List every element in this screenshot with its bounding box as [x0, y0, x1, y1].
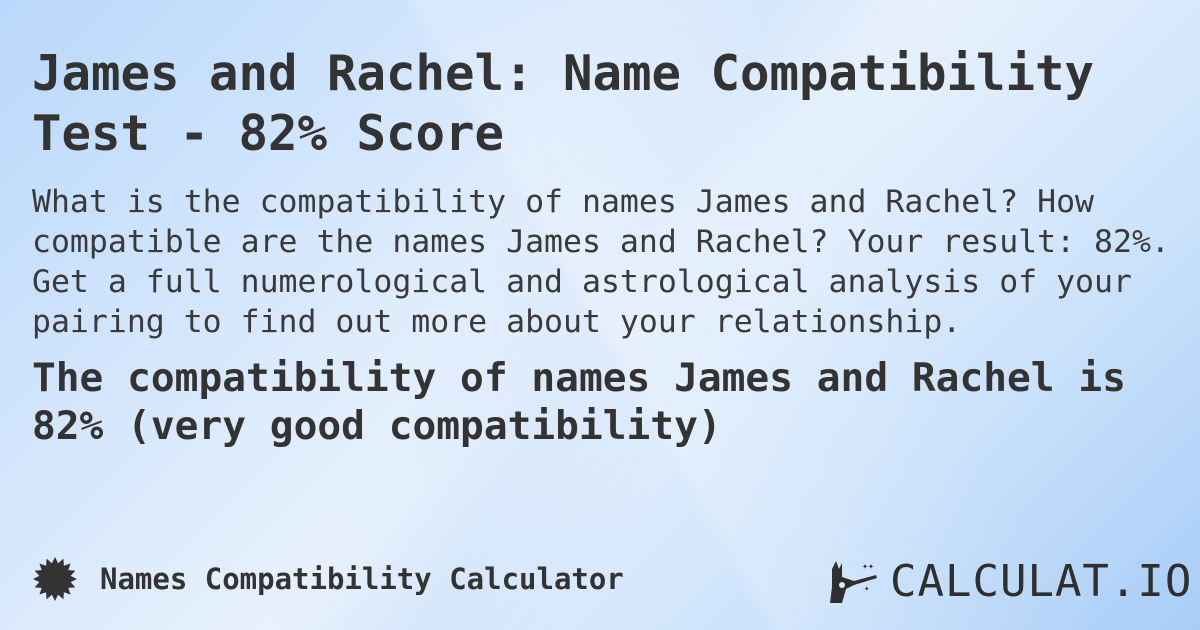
calculator-footer: Names Compatibility Calculator	[32, 556, 624, 602]
svg-text:✦✦: ✦✦	[862, 561, 874, 572]
magic-wand-hand-icon: ✦✦ ✦	[830, 560, 877, 603]
calculat-io-logo[interactable]: ✦✦ ✦ CALCULAT.IO	[828, 556, 1192, 607]
calculator-name: Names Compatibility Calculator	[100, 562, 624, 596]
result-statement: The compatibility of names James and Rac…	[32, 355, 1126, 449]
svg-text:✦: ✦	[864, 584, 870, 594]
starburst-badge-icon	[33, 557, 77, 601]
description: What is the compatibility of names James…	[32, 184, 1170, 340]
logo-text: CALCULAT.IO	[890, 556, 1193, 607]
page-title: James and Rachel: Name Compatibility Tes…	[32, 45, 1095, 162]
